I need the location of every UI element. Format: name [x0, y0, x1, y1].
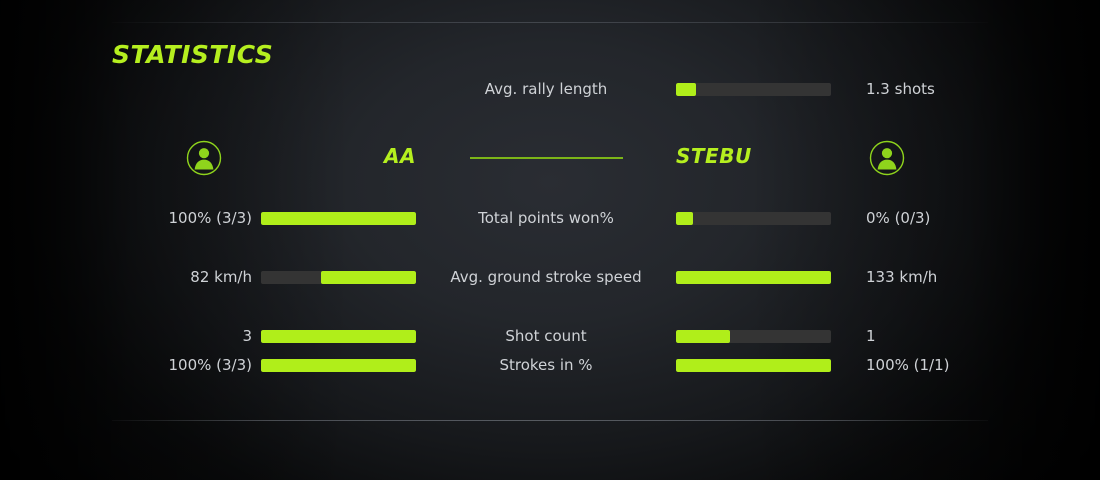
- stat-right-bar-fill: [676, 329, 731, 343]
- stat-left-bar: [261, 329, 416, 343]
- person-avatar-icon: [186, 140, 222, 176]
- players-header: AA STEBU: [0, 140, 1100, 178]
- rally-length-value: 1.3 shots: [866, 80, 935, 98]
- stat-row: 100% (3/3) Total points won% 0% (0/3): [0, 205, 1100, 231]
- stat-label: Shot count: [505, 327, 587, 345]
- stat-left-value: 100% (3/3): [168, 356, 253, 374]
- players-divider: [470, 157, 623, 159]
- stat-right-bar: [676, 329, 831, 343]
- stat-right-bar-fill: [676, 358, 831, 372]
- stat-row: 3 Shot count 1: [0, 323, 1100, 349]
- player-left-name: AA: [384, 144, 416, 168]
- divider-bottom: [112, 420, 988, 421]
- stat-left-bar-fill: [261, 358, 416, 372]
- stat-right-value: 133 km/h: [866, 268, 938, 286]
- stat-left-bar-fill: [261, 329, 416, 343]
- page-title: STATISTICS: [112, 40, 274, 69]
- rally-length-row: Avg. rally length 1.3 shots: [0, 76, 1100, 102]
- stat-left-value: 82 km/h: [190, 268, 252, 286]
- stat-left-bar: [261, 211, 416, 225]
- player-right-name: STEBU: [676, 144, 752, 168]
- stat-left-bar: [261, 358, 416, 372]
- stat-label: Total points won%: [478, 209, 614, 227]
- stat-left-value: 3: [242, 327, 252, 345]
- stat-label: Strokes in %: [499, 356, 593, 374]
- stat-right-value: 0% (0/3): [866, 209, 931, 227]
- stat-left-bar-fill: [261, 211, 416, 225]
- person-avatar-icon: [869, 140, 905, 176]
- stat-row: 100% (3/3) Strokes in % 100% (1/1): [0, 352, 1100, 378]
- stat-left-bar: [261, 270, 416, 284]
- stat-right-value: 1: [866, 327, 876, 345]
- rally-length-label: Avg. rally length: [484, 80, 608, 98]
- stat-left-value: 100% (3/3): [168, 209, 253, 227]
- stat-right-bar: [676, 211, 831, 225]
- stat-right-bar-fill: [676, 211, 694, 225]
- stat-left-bar-fill: [321, 270, 416, 284]
- stat-right-bar: [676, 358, 831, 372]
- rally-length-bar-fill: [676, 82, 697, 96]
- stat-right-value: 100% (1/1): [866, 356, 950, 374]
- rally-length-bar: [676, 82, 831, 96]
- stat-row: 82 km/h Avg. ground stroke speed 133 km/…: [0, 264, 1100, 290]
- stat-label: Avg. ground stroke speed: [450, 268, 642, 286]
- stat-right-bar-fill: [676, 270, 831, 284]
- stat-right-bar: [676, 270, 831, 284]
- divider-top: [112, 22, 988, 23]
